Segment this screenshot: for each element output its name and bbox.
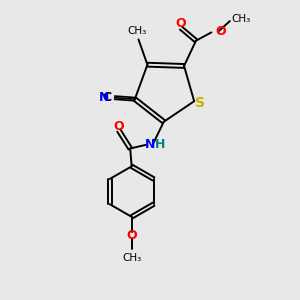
Text: CH₃: CH₃	[128, 26, 147, 36]
Text: O: O	[126, 229, 137, 242]
Text: O: O	[175, 17, 186, 30]
Text: N: N	[99, 91, 110, 103]
Text: N: N	[145, 138, 155, 151]
Text: O: O	[113, 120, 124, 133]
Text: H: H	[155, 138, 165, 151]
Text: C: C	[103, 91, 112, 103]
Text: CH₃: CH₃	[231, 14, 250, 24]
Text: O: O	[215, 25, 226, 38]
Text: CH₃: CH₃	[122, 253, 141, 263]
Text: S: S	[194, 96, 205, 110]
